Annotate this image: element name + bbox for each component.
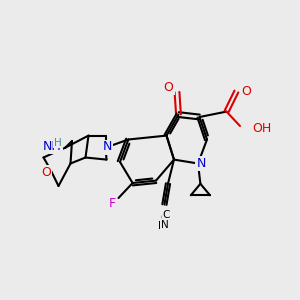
Text: N: N: [196, 157, 206, 170]
Text: N: N: [158, 220, 166, 231]
Text: C: C: [162, 210, 169, 220]
Text: O: O: [241, 85, 251, 98]
Text: H: H: [54, 137, 61, 148]
Text: O: O: [164, 81, 173, 94]
Text: NH: NH: [43, 140, 62, 153]
Text: N: N: [160, 220, 168, 230]
Text: OH: OH: [252, 122, 271, 135]
Text: C: C: [160, 213, 168, 224]
Text: F: F: [109, 197, 116, 210]
Text: O: O: [41, 166, 51, 179]
Text: N: N: [102, 140, 112, 154]
